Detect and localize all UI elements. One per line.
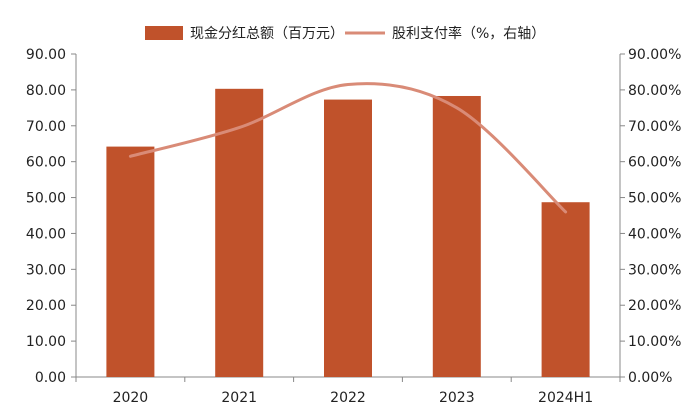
y-left-tick-label: 20.00: [26, 298, 66, 314]
y-right-tick-label: 0.00%: [628, 370, 672, 386]
y-left-tick-label: 40.00: [26, 226, 66, 242]
x-tick-label: 2022: [330, 390, 366, 406]
x-tick-label: 2023: [439, 390, 475, 406]
y-right-tick-label: 60.00%: [628, 155, 681, 171]
x-tick-label: 2020: [113, 390, 149, 406]
y-right-tick-label: 10.00%: [628, 334, 681, 350]
y-left-tick-label: 60.00: [26, 155, 66, 171]
y-left-tick-label: 90.00: [26, 47, 66, 63]
bar-2020: [106, 146, 155, 377]
legend-bar-label: 现金分红总额（百万元）: [190, 26, 344, 42]
y-right-tick-label: 70.00%: [628, 119, 681, 135]
bar-series: [106, 88, 590, 378]
legend-line-label: 股利支付率（%，右轴）: [392, 25, 545, 42]
y-right-tick-label: 90.00%: [628, 47, 681, 63]
y-right-tick-label: 40.00%: [628, 226, 681, 242]
y-left-tick-label: 50.00: [26, 191, 66, 207]
y-left-tick-label: 70.00: [26, 119, 66, 135]
y-right-tick-label: 30.00%: [628, 262, 681, 278]
y-left-tick-label: 10.00: [26, 334, 66, 350]
line-series: [128, 82, 568, 214]
bar-2023: [432, 95, 481, 378]
y-right-tick-label: 50.00%: [628, 191, 681, 207]
y-left-tick-label: 30.00: [26, 262, 66, 278]
x-tick-label: 2021: [221, 390, 257, 406]
bar-2021: [215, 88, 264, 377]
x-tick-label: 2024H1: [538, 390, 593, 406]
y-left-tick-label: 0.00: [35, 370, 66, 386]
bar-2024H1: [541, 202, 590, 377]
bar-2022: [324, 99, 372, 377]
legend-bar-swatch: [145, 26, 183, 40]
legend: 现金分红总额（百万元） 股利支付率（%，右轴）: [145, 25, 545, 42]
tick-labels: 0.00 10.00 20.00 30.00 40.00 50.00 60.00 70.00 8…: [26, 47, 681, 406]
y-left-tick-label: 80.00: [26, 83, 66, 99]
payout-ratio-line: [128, 82, 568, 214]
y-right-tick-label: 20.00%: [628, 298, 681, 314]
y-right-tick-label: 80.00%: [628, 83, 681, 99]
